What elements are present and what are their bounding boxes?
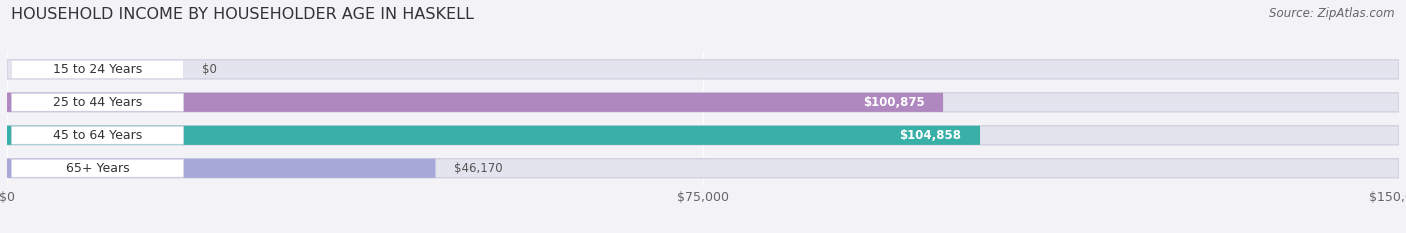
FancyBboxPatch shape: [7, 93, 1399, 112]
FancyBboxPatch shape: [7, 60, 1399, 79]
FancyBboxPatch shape: [7, 159, 436, 178]
Text: HOUSEHOLD INCOME BY HOUSEHOLDER AGE IN HASKELL: HOUSEHOLD INCOME BY HOUSEHOLDER AGE IN H…: [11, 7, 474, 22]
Text: 65+ Years: 65+ Years: [66, 162, 129, 175]
FancyBboxPatch shape: [7, 159, 1399, 178]
Text: 25 to 44 Years: 25 to 44 Years: [53, 96, 142, 109]
Text: $0: $0: [202, 63, 217, 76]
Text: 45 to 64 Years: 45 to 64 Years: [53, 129, 142, 142]
FancyBboxPatch shape: [7, 93, 943, 112]
FancyBboxPatch shape: [11, 159, 183, 177]
FancyBboxPatch shape: [7, 126, 980, 145]
Text: 15 to 24 Years: 15 to 24 Years: [53, 63, 142, 76]
Text: Source: ZipAtlas.com: Source: ZipAtlas.com: [1270, 7, 1395, 20]
FancyBboxPatch shape: [11, 127, 183, 144]
FancyBboxPatch shape: [7, 126, 1399, 145]
Text: $100,875: $100,875: [863, 96, 925, 109]
Text: $104,858: $104,858: [900, 129, 962, 142]
FancyBboxPatch shape: [11, 93, 183, 111]
Text: $46,170: $46,170: [454, 162, 503, 175]
FancyBboxPatch shape: [11, 61, 183, 78]
